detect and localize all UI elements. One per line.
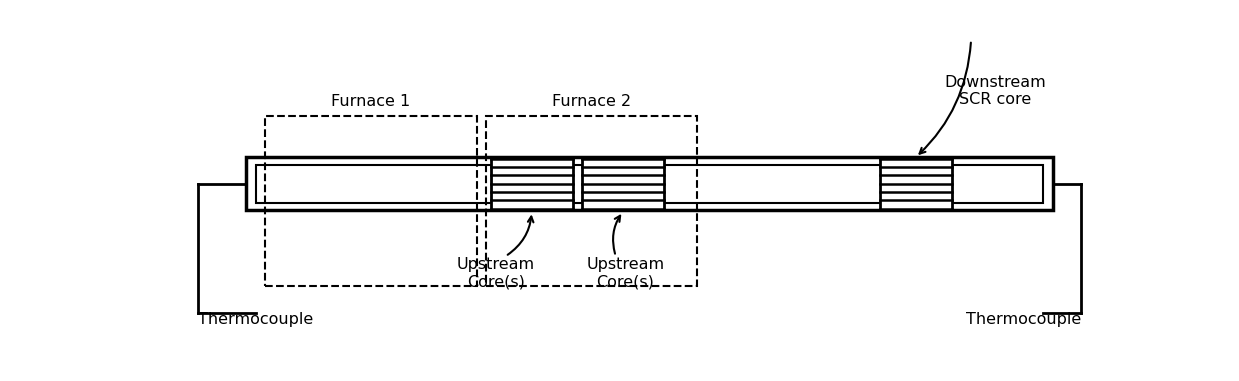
Bar (247, 157, 1053, 210)
Text: Upstream
Core(s): Upstream Core(s) (457, 257, 535, 289)
Bar (880, 158, 952, 208)
Bar (486, 116, 698, 286)
Text: Thermocouple: Thermocouple (966, 312, 1082, 327)
Text: Furnace 1: Furnace 1 (331, 94, 410, 109)
Bar (255, 165, 1043, 203)
Bar (265, 116, 477, 286)
Text: Furnace 2: Furnace 2 (553, 94, 632, 109)
Text: Upstream
Core(s): Upstream Core(s) (586, 257, 664, 289)
Text: Downstream
SCR core: Downstream SCR core (944, 75, 1046, 107)
Bar (491, 158, 572, 208)
Text: Thermocouple: Thermocouple (198, 312, 313, 327)
Bar (582, 158, 664, 208)
